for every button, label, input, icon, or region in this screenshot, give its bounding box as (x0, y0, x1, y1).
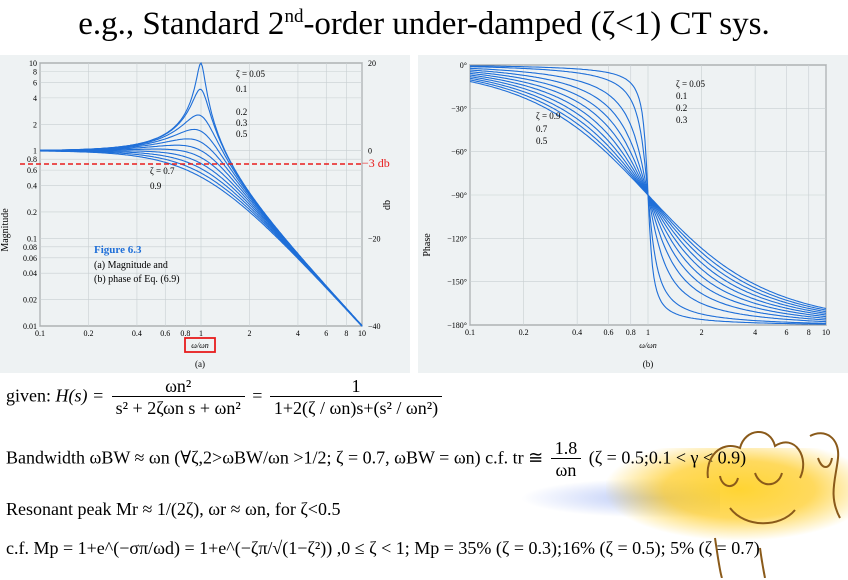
mag-tick-label: 0.1 (27, 234, 37, 243)
phase-x-tick-label: 10 (822, 328, 830, 337)
phase-tick-label: −150° (447, 278, 467, 287)
zeta-label-mag: 0.2 (236, 107, 247, 117)
db-tick-label: −20 (368, 234, 381, 243)
zeta-label-mag: 0.9 (150, 181, 162, 191)
mag-tick-label: 2 (33, 120, 37, 129)
mag-x-tick-label: 4 (296, 329, 300, 338)
mag-x-tick-label: 0.1 (35, 329, 45, 338)
phase-xaxis-label: ω/ωn (639, 341, 657, 350)
phase-tick-label: −60° (451, 148, 467, 157)
phase-x-tick-label: 6 (785, 328, 789, 337)
magnitude-plot: Magnitude db 10864210.80.60.40.20.10.080… (0, 59, 393, 369)
phase-x-tick-label: 4 (753, 328, 757, 337)
zeta-label-phase: ζ = 0.05 (676, 79, 706, 89)
zeta-label-phase: 0.7 (536, 124, 548, 134)
phase-x-tick-label: 0.2 (519, 328, 529, 337)
mag-tick-label: 8 (33, 67, 37, 76)
zeta-label-phase: 0.5 (536, 136, 548, 146)
figure-caption-line-b: (b) phase of Eq. (6.9) (94, 274, 180, 285)
zeta-label-mag: ζ = 0.7 (150, 166, 175, 176)
slide-title: e.g., Standard 2nd-order under-damped (ζ… (78, 6, 770, 42)
bandwidth-equation: Bandwidth ωBW ≈ ωn (∀ζ,2>ωBW/ωn >1/2; ζ … (6, 438, 747, 481)
mag-x-tick-label: 0.8 (180, 329, 190, 338)
zeta-label-mag: 0.3 (236, 118, 248, 128)
mag-tick-label: 6 (33, 78, 37, 87)
mag-xaxis-label: ω/ωn (191, 341, 209, 350)
mag-x-tick-label: 0.2 (83, 329, 93, 338)
mag-tick-label: 0.2 (27, 208, 37, 217)
zeta-label-phase: 0.1 (676, 91, 687, 101)
zeta-label-mag: 0.1 (236, 84, 247, 94)
zeta-label-phase: ζ = 0.9 (536, 111, 561, 121)
phase-plot: Phase 0°−30°−60°−90°−120°−150°−180°0.1 0.… (422, 61, 830, 369)
figure-caption-line-a: (a) Magnitude and (94, 260, 168, 271)
phase-x-tick-label: 0.4 (572, 328, 582, 337)
mag-tick-label: 0.04 (23, 269, 37, 278)
rise-time-fraction: 1.8 ωn (550, 438, 582, 481)
phase-x-tick-label: 0.6 (604, 328, 614, 337)
omega-ratio-box (184, 337, 216, 353)
transfer-function-equation: given: H(s) = ωn² s² + 2ζωn s + ωn² = 1 1+… (6, 376, 445, 419)
phase-x-tick-label: 0.8 (626, 328, 636, 337)
mag-x-tick-label: 1 (199, 329, 203, 338)
magnitude-axis-label: Magnitude (0, 208, 11, 252)
overshoot-equation: c.f. Mp = 1+e^(−σπ/ωd) = 1+e^(−ζπ/√(1−ζ²… (6, 538, 760, 558)
phase-curve (469, 80, 827, 310)
zeta-label-mag: ζ = 0.05 (236, 69, 266, 79)
db-tick-label: 20 (368, 59, 376, 68)
db-axis-label: db (382, 200, 393, 210)
resonant-peak-equation: Resonant peak Mr ≈ 1/(2ζ), ωr ≈ ωn, for … (6, 499, 341, 519)
fraction-1: ωn² s² + 2ζωn s + ωn² (111, 376, 245, 419)
magnitude-curve (39, 150, 363, 327)
mag-tick-label: 0.02 (23, 296, 37, 305)
mag-x-tick-label: 10 (358, 329, 366, 338)
db-tick-label: 0 (368, 147, 372, 156)
phase-x-tick-label: 2 (700, 328, 704, 337)
phase-tick-label: −30° (451, 104, 467, 113)
doodle-drawing (706, 431, 841, 578)
phase-x-tick-label: 8 (807, 328, 811, 337)
phase-figure: Phase 0° −30° −60° −90° −120° −150° −180° 0.1 0.… (418, 55, 848, 373)
phase-x-tick-label: 0.1 (465, 328, 475, 337)
magnitude-figure: Magnitude db 10 8 6 4 2 1 0.8 0.6 0.4 0.2 0.1 0.08 0… (0, 55, 410, 373)
mag-tick-label: 1 (33, 147, 37, 156)
mag-tick-label: 10 (29, 59, 37, 68)
highlight-yellow (606, 448, 848, 540)
mag-tick-label: 0.06 (23, 254, 37, 263)
minus-3db-label: −3 db (362, 156, 390, 170)
sub-a-label: (a) (195, 359, 205, 369)
mag-tick-label: 0.6 (27, 166, 37, 175)
mag-x-tick-label: 2 (247, 329, 251, 338)
zeta-label-mag: 0.5 (236, 129, 248, 139)
mag-x-tick-label: 0.4 (132, 329, 142, 338)
mag-tick-label: 0.4 (27, 182, 37, 191)
phase-tick-label: −90° (451, 191, 467, 200)
phase-tick-label: −180° (447, 321, 467, 330)
figure-caption-title: Figure 6.3 (94, 244, 142, 256)
phase-tick-label: 0° (460, 61, 467, 70)
mag-tick-label: 0.8 (27, 155, 37, 164)
mag-tick-label: 0.08 (23, 243, 37, 252)
phase-axis-label: Phase (422, 233, 433, 257)
mag-x-tick-label: 8 (344, 329, 348, 338)
mag-x-tick-label: 6 (324, 329, 328, 338)
mag-tick-label: 4 (33, 94, 37, 103)
sub-b-label: (b) (643, 359, 654, 369)
db-tick-label: −40 (368, 322, 381, 331)
mag-tick-label: 0.01 (23, 322, 37, 331)
phase-tick-label: −120° (447, 234, 467, 243)
zeta-label-phase: 0.3 (676, 115, 688, 125)
phase-x-tick-label: 1 (646, 328, 650, 337)
mag-x-tick-label: 0.6 (160, 329, 170, 338)
zeta-label-phase: 0.2 (676, 103, 687, 113)
fraction-2: 1 1+2(ζ / ωn)s+(s² / ωn²) (269, 376, 443, 419)
